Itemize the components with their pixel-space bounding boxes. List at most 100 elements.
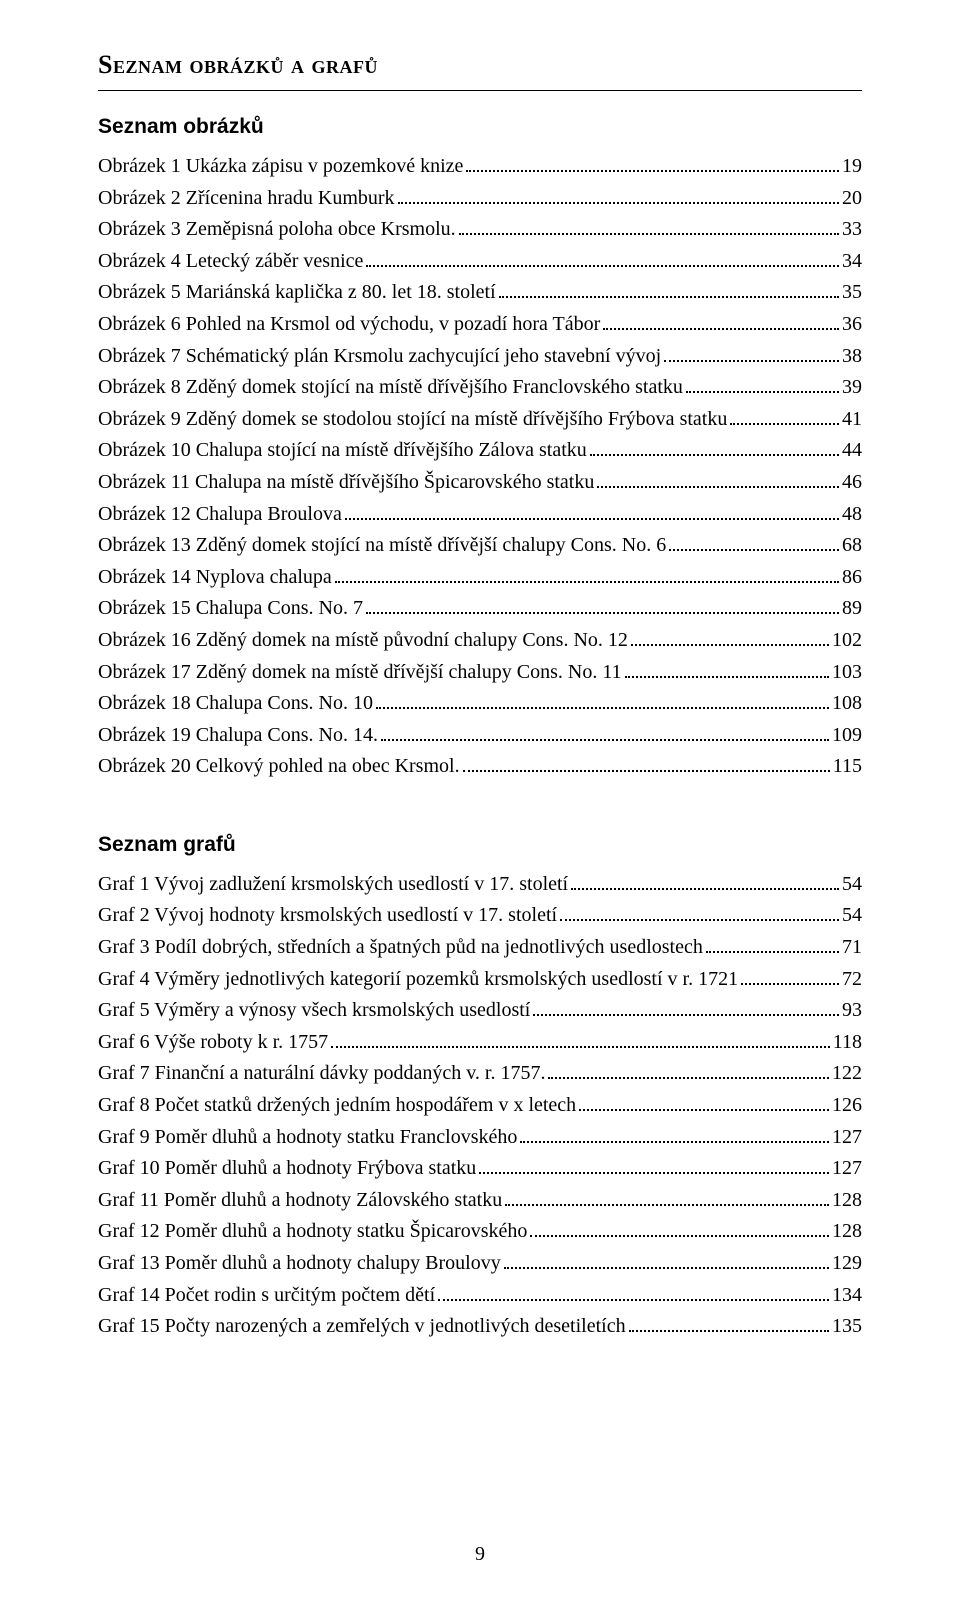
toc-entry-label: Obrázek 6 Pohled na Krsmol od východu, v… bbox=[98, 309, 600, 341]
toc-entry: Graf 15 Počty narozených a zemřelých v j… bbox=[98, 1311, 862, 1343]
toc-leader-dots bbox=[669, 549, 839, 551]
toc-entry: Graf 12 Poměr dluhů a hodnoty statku Špi… bbox=[98, 1216, 862, 1248]
toc-entry-page: 129 bbox=[832, 1248, 862, 1280]
toc-entry-label: Graf 15 Počty narozených a zemřelých v j… bbox=[98, 1311, 626, 1343]
toc-entry-page: 108 bbox=[832, 688, 862, 720]
toc-leader-dots bbox=[530, 1235, 829, 1237]
toc-entry: Obrázek 9 Zděný domek se stodolou stojíc… bbox=[98, 404, 862, 436]
toc-entry-label: Graf 12 Poměr dluhů a hodnoty statku Špi… bbox=[98, 1216, 527, 1248]
toc-entry-label: Obrázek 2 Zřícenina hradu Kumburk bbox=[98, 183, 395, 215]
toc-leader-dots bbox=[629, 1330, 829, 1332]
toc-leader-dots bbox=[438, 1299, 829, 1301]
toc-entry-page: 34 bbox=[842, 246, 862, 278]
toc-leader-dots bbox=[533, 1014, 839, 1016]
toc-entry-label: Obrázek 20 Celkový pohled na obec Krsmol… bbox=[98, 751, 460, 783]
toc-leader-dots bbox=[345, 518, 839, 520]
toc-entry-page: 48 bbox=[842, 499, 862, 531]
toc-leader-dots bbox=[366, 265, 839, 267]
toc-leader-dots bbox=[706, 951, 839, 953]
toc-entry-label: Graf 7 Finanční a naturální dávky poddan… bbox=[98, 1058, 545, 1090]
section-heading: Seznam obrázků bbox=[98, 115, 862, 139]
toc-entry: Obrázek 2 Zřícenina hradu Kumburk 20 bbox=[98, 183, 862, 215]
toc-entry-label: Obrázek 9 Zděný domek se stodolou stojíc… bbox=[98, 404, 727, 436]
toc-entry-page: 102 bbox=[832, 625, 862, 657]
toc-entry-page: 126 bbox=[832, 1090, 862, 1122]
toc-entry-label: Graf 4 Výměry jednotlivých kategorií poz… bbox=[98, 964, 738, 996]
toc-entry-label: Obrázek 15 Chalupa Cons. No. 7 bbox=[98, 593, 363, 625]
toc-entry: Obrázek 10 Chalupa stojící na místě dřív… bbox=[98, 435, 862, 467]
toc-entry: Obrázek 13 Zděný domek stojící na místě … bbox=[98, 530, 862, 562]
toc-entry-page: 109 bbox=[832, 720, 862, 752]
toc-leader-dots bbox=[499, 296, 839, 298]
toc-entry: Graf 1 Vývoj zadlužení krsmolských usedl… bbox=[98, 869, 862, 901]
toc-entry-page: 46 bbox=[842, 467, 862, 499]
toc-entry-label: Graf 10 Poměr dluhů a hodnoty Frýbova st… bbox=[98, 1153, 476, 1185]
toc-entry-label: Obrázek 19 Chalupa Cons. No. 14. bbox=[98, 720, 378, 752]
toc-entry: Graf 2 Vývoj hodnoty krsmolských usedlos… bbox=[98, 900, 862, 932]
toc-entry-label: Obrázek 11 Chalupa na místě dřívějšího Š… bbox=[98, 467, 594, 499]
toc-entry: Obrázek 15 Chalupa Cons. No. 7 89 bbox=[98, 593, 862, 625]
toc-entry-label: Obrázek 1 Ukázka zápisu v pozemkové kniz… bbox=[98, 151, 463, 183]
toc-entry-page: 89 bbox=[842, 593, 862, 625]
toc-entry: Graf 13 Poměr dluhů a hodnoty chalupy Br… bbox=[98, 1248, 862, 1280]
toc-leader-dots bbox=[479, 1172, 829, 1174]
toc-entry-page: 38 bbox=[842, 341, 862, 373]
toc-entry: Obrázek 3 Zeměpisná poloha obce Krsmolu.… bbox=[98, 214, 862, 246]
toc-block: Obrázek 1 Ukázka zápisu v pozemkové kniz… bbox=[98, 151, 862, 783]
page-title: Seznam obrázků a grafů bbox=[98, 50, 862, 80]
toc-entry-page: 33 bbox=[842, 214, 862, 246]
toc-entry-label: Obrázek 18 Chalupa Cons. No. 10 bbox=[98, 688, 373, 720]
toc-entry-page: 128 bbox=[832, 1185, 862, 1217]
toc-entry-label: Obrázek 3 Zeměpisná poloha obce Krsmolu. bbox=[98, 214, 456, 246]
toc-leader-dots bbox=[331, 1046, 830, 1048]
toc-entry-page: 72 bbox=[842, 964, 862, 996]
toc-entry-label: Obrázek 13 Zděný domek stojící na místě … bbox=[98, 530, 666, 562]
toc-entry: Obrázek 18 Chalupa Cons. No. 10 108 bbox=[98, 688, 862, 720]
toc-leader-dots bbox=[520, 1141, 829, 1143]
toc-entry: Obrázek 19 Chalupa Cons. No. 14. 109 bbox=[98, 720, 862, 752]
toc-entry-label: Graf 1 Vývoj zadlužení krsmolských usedl… bbox=[98, 869, 568, 901]
toc-entry-page: 103 bbox=[832, 657, 862, 689]
toc-leader-dots bbox=[664, 360, 839, 362]
toc-entry-page: 41 bbox=[842, 404, 862, 436]
toc-leader-dots bbox=[597, 486, 839, 488]
toc-entry-page: 54 bbox=[842, 869, 862, 901]
toc-entry-page: 36 bbox=[842, 309, 862, 341]
toc-entry: Obrázek 11 Chalupa na místě dřívějšího Š… bbox=[98, 467, 862, 499]
toc-entry-page: 134 bbox=[832, 1280, 862, 1312]
toc-entry-page: 122 bbox=[832, 1058, 862, 1090]
toc-entry: Graf 8 Počet statků držených jedním hosp… bbox=[98, 1090, 862, 1122]
toc-leader-dots bbox=[504, 1267, 829, 1269]
toc-entry-page: 118 bbox=[833, 1027, 862, 1059]
toc-leader-dots bbox=[381, 739, 829, 741]
toc-entry: Obrázek 20 Celkový pohled na obec Krsmol… bbox=[98, 751, 862, 783]
toc-block: Graf 1 Vývoj zadlužení krsmolských usedl… bbox=[98, 869, 862, 1343]
toc-entry-page: 19 bbox=[842, 151, 862, 183]
toc-content: Seznam obrázků Obrázek 1 Ukázka zápisu v … bbox=[98, 115, 862, 1343]
toc-entry-page: 44 bbox=[842, 435, 862, 467]
toc-leader-dots bbox=[366, 612, 839, 614]
toc-entry-page: 20 bbox=[842, 183, 862, 215]
title-divider bbox=[98, 90, 862, 91]
toc-leader-dots bbox=[463, 770, 830, 772]
toc-leader-dots bbox=[560, 919, 839, 921]
toc-entry-label: Obrázek 14 Nyplova chalupa bbox=[98, 562, 332, 594]
section-heading: Seznam grafů bbox=[98, 833, 862, 857]
toc-entry-page: 93 bbox=[842, 995, 862, 1027]
toc-entry-label: Graf 6 Výše roboty k r. 1757 bbox=[98, 1027, 328, 1059]
toc-leader-dots bbox=[335, 581, 839, 583]
toc-entry: Obrázek 12 Chalupa Broulova48 bbox=[98, 499, 862, 531]
toc-entry-label: Obrázek 8 Zděný domek stojící na místě d… bbox=[98, 372, 683, 404]
toc-entry-label: Graf 13 Poměr dluhů a hodnoty chalupy Br… bbox=[98, 1248, 501, 1280]
toc-entry: Obrázek 1 Ukázka zápisu v pozemkové kniz… bbox=[98, 151, 862, 183]
toc-entry: Graf 9 Poměr dluhů a hodnoty statku Fran… bbox=[98, 1122, 862, 1154]
toc-entry-page: 35 bbox=[842, 277, 862, 309]
toc-leader-dots bbox=[548, 1077, 829, 1079]
toc-entry-page: 127 bbox=[832, 1122, 862, 1154]
toc-entry-label: Graf 14 Počet rodin s určitým počtem dět… bbox=[98, 1280, 435, 1312]
toc-entry-label: Graf 8 Počet statků držených jedním hosp… bbox=[98, 1090, 576, 1122]
toc-entry: Graf 5 Výměry a výnosy všech krsmolských… bbox=[98, 995, 862, 1027]
toc-entry-label: Obrázek 17 Zděný domek na místě dřívější… bbox=[98, 657, 622, 689]
toc-entry-label: Graf 9 Poměr dluhů a hodnoty statku Fran… bbox=[98, 1122, 517, 1154]
toc-entry-page: 39 bbox=[842, 372, 862, 404]
